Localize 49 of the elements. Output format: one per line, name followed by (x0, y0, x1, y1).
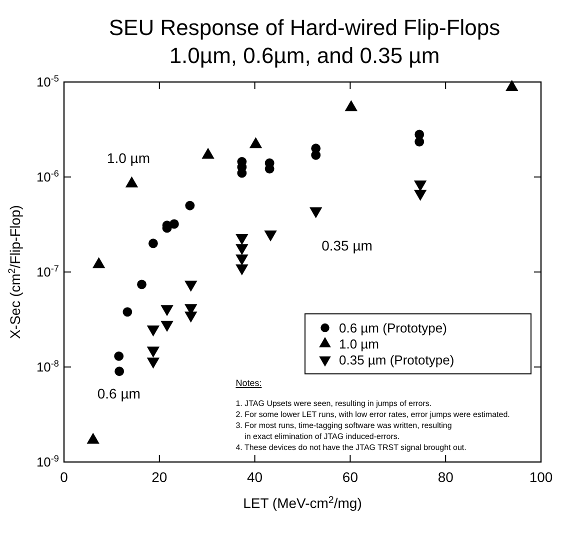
point (184, 312, 198, 323)
annotation: 1. JTAG Upsets were seen, resulting in jumps of errors. (236, 399, 432, 408)
annotation: 3. For most runs, time-tagging software was written, resulting in exact elimination of JTAG induced-errors. (236, 421, 452, 441)
point (264, 230, 277, 242)
annotation: 2. For some lower LET runs, with low error rates, error jumps were estimated. (236, 410, 510, 419)
point (414, 190, 427, 201)
point (185, 200, 195, 210)
x-tick-label: 40 (247, 469, 263, 485)
point (236, 254, 248, 266)
legend-label: 1.0 µm (339, 336, 380, 352)
point (146, 346, 160, 358)
x-tick-label: 0 (60, 469, 68, 485)
point (169, 219, 179, 229)
point (146, 326, 160, 337)
point (184, 280, 198, 292)
point (310, 207, 322, 218)
annotation: 1.0 µm (106, 150, 150, 166)
annotation: Notes: (236, 378, 262, 388)
point (160, 320, 174, 332)
point (311, 150, 321, 160)
point (344, 100, 358, 112)
point (236, 234, 248, 245)
chart-title: SEU Response of Hard-wired Flip-Flops 1.0µm, 0.6µm, and 0.35 µm (108, 15, 500, 68)
point (146, 358, 160, 369)
point (264, 164, 274, 174)
point (137, 280, 146, 290)
x-tick-label: 60 (342, 469, 358, 485)
y-tick-label: 10$^{-6}$ (36, 168, 59, 185)
y-tick-label: 10$^{-5}$ (36, 74, 59, 90)
y-tick-label: 10$^{-9}$ (36, 454, 59, 470)
x-tick-label: 80 (438, 469, 454, 485)
y-tick-label: 10$^{-7}$ (36, 264, 59, 280)
x-tick-label: 20 (152, 469, 168, 485)
point (237, 168, 247, 178)
x-tick-label: 100 (529, 469, 553, 485)
annotation: 0.6 µm (97, 386, 140, 402)
point (506, 80, 518, 91)
legend-label: 0.6 µm (Prototype) (339, 320, 447, 336)
x-axis-title: LET (MeV-cm$^{2}$/mg) (243, 494, 362, 511)
annotation: 0.35 µm (322, 237, 372, 254)
point (236, 244, 248, 256)
point (249, 137, 262, 148)
point (148, 238, 158, 248)
y-tick-label: 10$^{-8}$ (36, 358, 59, 375)
annotation: 4. These devices do not have the JTAG TRST signal brought out. (236, 443, 466, 452)
legend-label: 0.35 µm (Prototype) (339, 352, 454, 368)
point (414, 137, 424, 146)
point (160, 305, 174, 316)
point (236, 264, 248, 276)
